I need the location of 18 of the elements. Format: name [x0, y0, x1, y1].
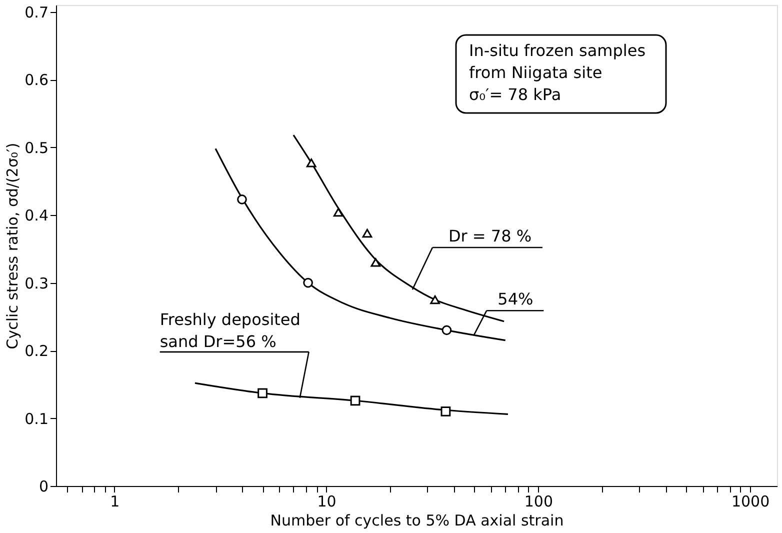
y-tick-label: 0.3 [24, 274, 48, 292]
annotation: Freshly deposited sand Dr=56 % [160, 310, 300, 351]
x-tick-label: 10 [317, 492, 336, 510]
annotation: Dr = 78 % [448, 226, 532, 246]
x-tick-label: 1000 [731, 492, 770, 510]
y-tick-label: 0.5 [24, 138, 48, 157]
x-tick-label: 100 [524, 492, 554, 510]
y-tick-label: 0.4 [24, 206, 48, 225]
y-tick-label: 0.2 [24, 342, 48, 360]
x-tick-label: 1 [110, 492, 120, 510]
y-tick-label: 0.6 [24, 71, 48, 90]
y-axis-title: Cyclic stress ratio, σd/(2σ₀′) [4, 142, 22, 350]
y-tick-label: 0.1 [24, 410, 48, 428]
annotation: 54% [498, 290, 534, 309]
y-tick-label: 0 [38, 478, 48, 496]
y-tick-label: 0.7 [24, 3, 48, 22]
annotation: In-situ frozen samples from Niigata site σ₀′= 78 kPa [469, 41, 646, 104]
x-axis-title: Number of cycles to 5% DA axial strain [270, 512, 564, 530]
